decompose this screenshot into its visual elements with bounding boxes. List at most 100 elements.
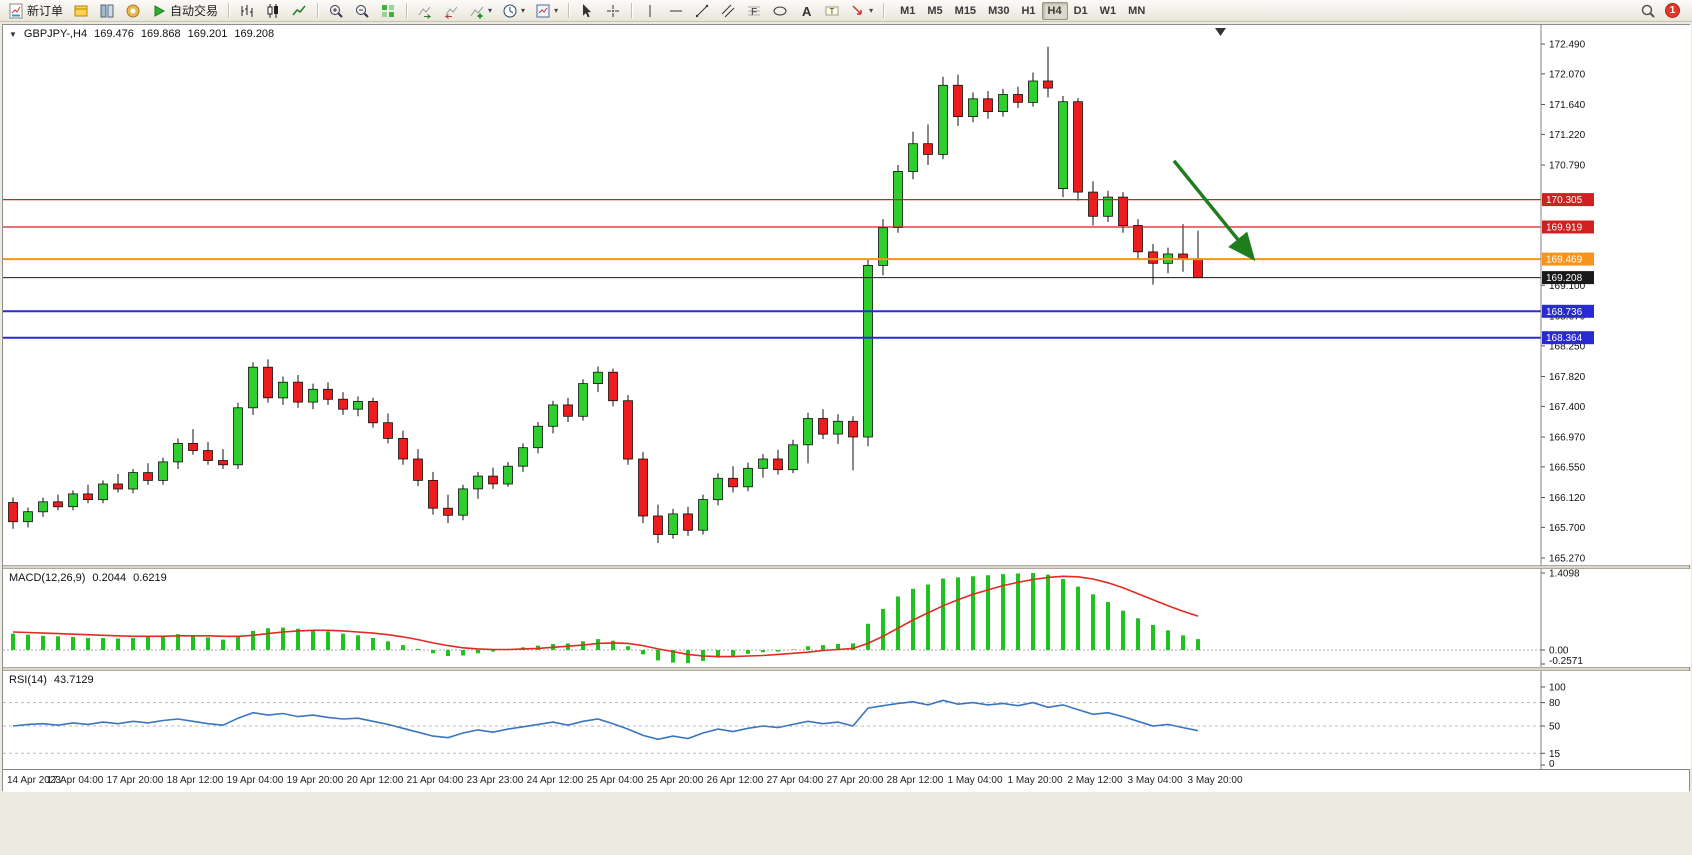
svg-text:168.736: 168.736 (1546, 307, 1583, 318)
svg-text:168.250: 168.250 (1549, 341, 1586, 352)
timeframe-w1-button[interactable]: W1 (1099, 4, 1117, 17)
toolbar-right: 1 (1636, 1, 1688, 21)
price-badge-169.208: 169.208 (1542, 271, 1594, 285)
svg-text:169.919: 169.919 (1546, 223, 1583, 234)
chart-shift-marker[interactable] (1215, 28, 1226, 36)
macd-panel[interactable]: 1.4098 0.00-0.2571 (3, 569, 1691, 667)
zoomout-icon (356, 4, 369, 18)
shapes-button[interactable] (768, 1, 792, 21)
timeframe-m5-button[interactable]: M5 (927, 4, 943, 17)
toolbar-separator (317, 3, 319, 18)
trendline-button[interactable] (690, 1, 714, 21)
autoscroll-icon (418, 6, 432, 19)
timeframe-h1-button[interactable]: H1 (1021, 4, 1036, 17)
time-label: 20 Apr 12:00 (346, 775, 404, 786)
fibonacci-button[interactable]: F (742, 1, 766, 21)
new-order-button[interactable]: 新订单 (4, 1, 67, 21)
toolbar-separator (631, 3, 633, 18)
timeframe-h4-button[interactable]: H4 (1041, 1, 1068, 20)
search-button[interactable] (1636, 1, 1660, 21)
panel-splitter[interactable] (3, 667, 1689, 671)
chartshift-icon (444, 6, 458, 19)
indicators-icon (470, 6, 484, 18)
arrowtool-icon (852, 4, 862, 15)
time-label: 3 May 20:00 (1187, 775, 1243, 786)
timeframe-m15-button[interactable]: M15 (954, 4, 977, 17)
svg-text:170.305: 170.305 (1546, 195, 1583, 206)
toolbar-separator (883, 3, 885, 18)
cursor-button[interactable] (575, 1, 599, 21)
svg-text:171.220: 171.220 (1549, 130, 1586, 141)
auto-scroll-button[interactable] (413, 1, 437, 21)
notifications-badge[interactable]: 1 (1665, 3, 1680, 18)
svg-text:166.550: 166.550 (1549, 462, 1586, 473)
horizontal-line-button[interactable] (664, 1, 688, 21)
toolbar: 新订单 自动交易 ▾ ▾ ▾ F A T ▾ M1 M5 M15 M30 H1 H4 D1 W1 MN 1 (0, 0, 1692, 22)
timeframe-d1-button[interactable]: D1 (1073, 4, 1088, 17)
label-icon: T (825, 6, 839, 15)
periods-button[interactable]: ▾ (498, 1, 529, 21)
templates-button[interactable]: ▾ (531, 1, 562, 21)
timeframe-m30-button[interactable]: M30 (988, 4, 1010, 17)
text-label-button[interactable]: T (820, 1, 844, 21)
symbol-period-label: GBPJPY-,H4 (23, 28, 88, 40)
tile-windows-button[interactable] (376, 1, 400, 21)
community-button[interactable] (121, 1, 145, 21)
price-badge-170.305: 170.305 (1542, 193, 1594, 207)
time-label: 25 Apr 20:00 (646, 775, 704, 786)
vertical-line-button[interactable] (638, 1, 662, 21)
price-badge-168.736: 168.736 (1542, 304, 1594, 318)
time-label: 17 Apr 20:00 (106, 775, 164, 786)
candlestick-chart-button[interactable] (261, 1, 285, 21)
timeframe-m1-button[interactable]: M1 (900, 4, 916, 17)
rsi-line (12, 699, 1199, 741)
panel-splitter[interactable] (3, 565, 1689, 569)
play-icon (154, 4, 166, 17)
line-icon (292, 5, 306, 15)
time-label: 19 Apr 04:00 (226, 775, 284, 786)
macd-histogram (11, 573, 1200, 664)
zoom-in-button[interactable] (324, 1, 348, 21)
time-label: 27 Apr 04:00 (766, 775, 824, 786)
autotrading-button[interactable]: 自动交易 (147, 1, 222, 21)
dropdown-caret-icon: ▾ (488, 6, 493, 15)
trend-arrow[interactable] (1172, 159, 1256, 261)
equidistant-channel-button[interactable] (716, 1, 740, 21)
svg-text:0.00: 0.00 (1549, 646, 1569, 657)
cursor-icon (583, 3, 592, 17)
timeframe-mn-button[interactable]: MN (1128, 4, 1146, 17)
macd-indicator-name: MACD(12,26,9) (9, 572, 86, 584)
price-badge-169.469: 169.469 (1542, 252, 1594, 266)
bar-chart-button[interactable] (235, 1, 259, 21)
arrows-button[interactable]: ▾ (846, 1, 877, 21)
price-chart-panel[interactable]: 172.490 172.070 171.640 171.220 170.790 169.1… (3, 25, 1691, 565)
zoom-out-button[interactable] (350, 1, 374, 21)
rsi-panel[interactable]: 100 80 50 150 (3, 671, 1691, 769)
svg-text:172.070: 172.070 (1549, 69, 1586, 80)
text-button[interactable]: A (794, 1, 818, 21)
macd-signal-value: 0.6219 (133, 572, 167, 584)
indicators-button[interactable]: ▾ (465, 1, 496, 21)
svg-text:166.120: 166.120 (1549, 493, 1586, 504)
metaeditor-button[interactable] (69, 1, 93, 21)
open-value: 169.476 (94, 28, 134, 40)
svg-text:166.970: 166.970 (1549, 433, 1586, 444)
profiles-icon (100, 4, 114, 17)
macd-label: MACD(12,26,9) 0.2044 0.6219 (9, 572, 167, 584)
time-axis: 14 Apr 2023 17 Apr 04:00 17 Apr 20:00 18 Ap… (3, 769, 1689, 792)
time-label: 1 May 20:00 (1007, 775, 1063, 786)
toolbar-separator (406, 3, 408, 18)
dropdown-caret-icon: ▾ (521, 6, 526, 15)
text-icon: A (802, 4, 812, 19)
crosshair-button[interactable] (601, 1, 625, 21)
fibo-icon: F (748, 6, 761, 18)
time-label: 25 Apr 04:00 (586, 775, 644, 786)
chart-shift-button[interactable] (439, 1, 463, 21)
macd-background (3, 569, 1691, 667)
high-value: 169.868 (140, 28, 181, 40)
profiles-button[interactable] (95, 1, 119, 21)
line-chart-button[interactable] (287, 1, 311, 21)
collapse-icon[interactable]: ▼ (9, 29, 17, 39)
tile-icon (382, 4, 395, 17)
autotrading-button-label: 自动交易 (170, 4, 219, 18)
